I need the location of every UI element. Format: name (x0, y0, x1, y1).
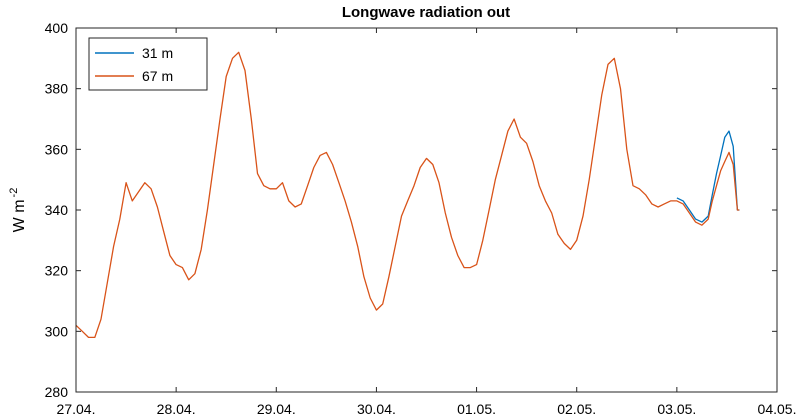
y-tick-label: 340 (45, 202, 69, 218)
x-tick-label: 04.05. (758, 401, 797, 417)
y-axis-label: W m-2 (8, 188, 28, 233)
axes-box (75, 27, 778, 393)
legend-label-67m: 67 m (142, 68, 173, 84)
legend: 31 m 67 m (88, 37, 208, 91)
x-tick-label: 27.04. (57, 401, 96, 417)
y-tick-label: 280 (45, 384, 69, 400)
y-tick-label: 300 (45, 323, 69, 339)
legend-label-31m: 31 m (142, 45, 173, 61)
x-tick-label: 02.05. (557, 401, 596, 417)
chart-title: Longwave radiation out (342, 4, 510, 21)
legend-box (88, 37, 208, 91)
axis-ticks: 280 300 320 340 360 380 400 27.04. 28.04. 29.04. 3… (45, 20, 797, 417)
y-tick-label: 380 (45, 81, 69, 97)
series-layer (75, 51, 740, 339)
y-tick-label: 320 (45, 263, 69, 279)
svg-text:W m-2: W m-2 (8, 188, 28, 233)
series-line-67m (75, 51, 740, 339)
x-tick-label: 30.04. (357, 401, 396, 417)
x-tick-label: 03.05. (657, 401, 696, 417)
y-axis-label-text: W m (11, 199, 28, 232)
y-axis-label-exponent: -2 (8, 188, 20, 198)
x-tick-label: 01.05. (457, 401, 496, 417)
y-tick-label: 400 (45, 20, 69, 36)
x-tick-label: 29.04. (257, 401, 296, 417)
x-tick-label: 28.04. (157, 401, 196, 417)
y-tick-label: 360 (45, 141, 69, 157)
series-line-31m (676, 130, 740, 223)
